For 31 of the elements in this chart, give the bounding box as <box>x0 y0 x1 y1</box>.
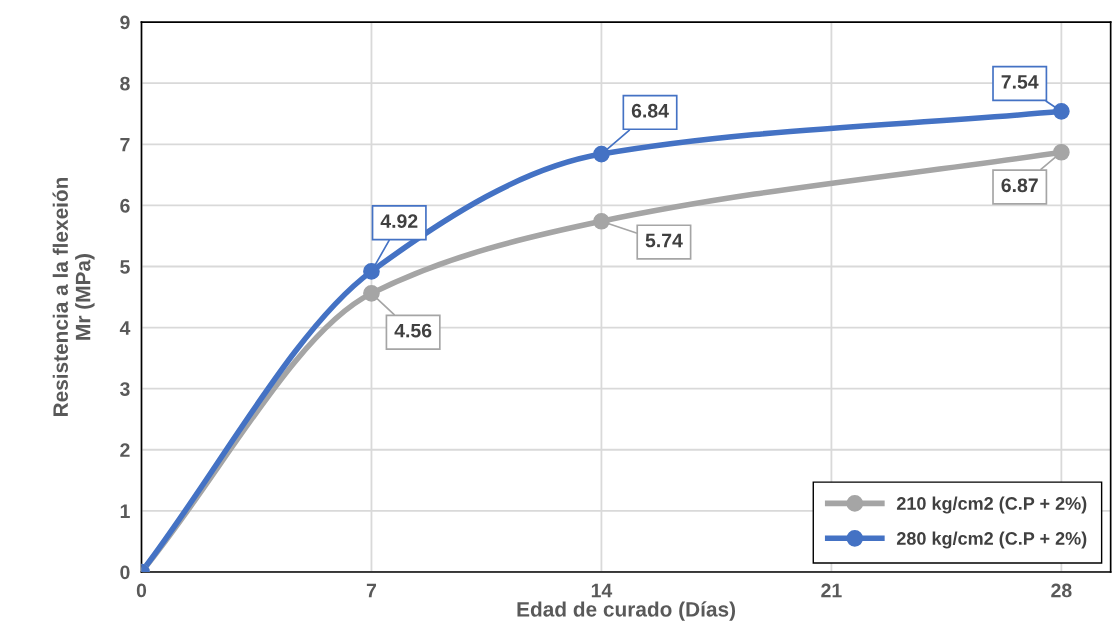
x-tick-label: 21 <box>821 583 842 598</box>
x-axis-title: Edad de curado (Días) <box>517 601 736 621</box>
y-tick-label: 6 <box>120 198 130 213</box>
y-tick-label: 1 <box>120 504 130 518</box>
y-tick-label: 7 <box>120 137 130 152</box>
y-tick-label: 3 <box>120 382 130 396</box>
y-tick-label: 5 <box>120 260 130 274</box>
point <box>593 145 610 163</box>
data-label: 6.84 <box>631 103 669 118</box>
point <box>1053 102 1070 120</box>
y-tick-label: 2 <box>120 443 130 457</box>
legend-label: 210 kg/cm2 (C.P + 2%) <box>896 496 1087 514</box>
y-axis-title: Resistencia a la flexeión Mr (MPa) <box>52 177 95 417</box>
y-tick-label: 4 <box>119 321 131 335</box>
point <box>593 212 610 230</box>
y-tick-label: 8 <box>120 76 130 91</box>
x-tick-label: 28 <box>1051 583 1072 598</box>
x-tick-label: 0 <box>136 583 147 598</box>
x-tick-label: 14 <box>591 583 613 598</box>
point <box>1053 143 1070 161</box>
x-tick-label: 7 <box>366 583 377 598</box>
data-label: 6.87 <box>1001 178 1038 193</box>
y-tick-label: 0 <box>120 565 130 580</box>
point <box>363 263 380 280</box>
data-label: 4.92 <box>380 214 418 228</box>
data-label: 5.74 <box>645 233 683 248</box>
data-label: 4.56 <box>394 323 432 338</box>
legend-label: 280 kg/cm2 (C.P + 2%) <box>896 531 1087 549</box>
point <box>363 285 380 302</box>
data-label: 7.54 <box>1001 75 1039 89</box>
y-tick-label: 9 <box>120 15 130 30</box>
